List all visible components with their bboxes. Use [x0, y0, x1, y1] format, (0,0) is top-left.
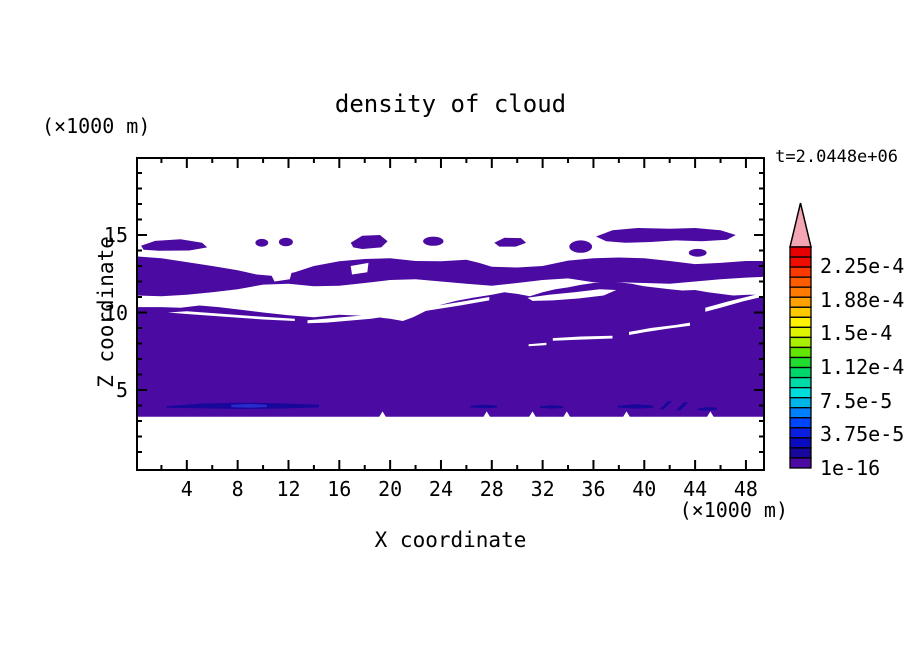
colorbar-label: 1.88e-4: [820, 287, 904, 312]
field-shape-dense-core: [231, 403, 267, 408]
colorbar-segment: [789, 457, 812, 469]
field-shape-streak-3: [527, 289, 617, 301]
colorbar-segment: [789, 316, 812, 329]
field-shape-streak-1: [167, 311, 295, 321]
field-shape-top-blob-1: [141, 239, 208, 251]
colorbar: [789, 202, 812, 469]
x-tick-label: 28: [479, 477, 504, 501]
x-tick-label: 36: [581, 477, 606, 501]
z-tick-label: 10: [103, 300, 128, 325]
x-tick-label: 32: [530, 477, 555, 501]
field-shape-notch-2: [483, 411, 491, 418]
field-shape-notch-6: [706, 411, 714, 418]
colorbar-segment: [789, 356, 812, 369]
colorbar-segment: [789, 256, 812, 268]
field-shape-notch-4: [563, 411, 571, 418]
field-shape-dense-streak-5: [697, 407, 717, 411]
z-tick-label: 15: [103, 223, 128, 247]
field-shape-upper-band: [136, 256, 765, 297]
field-shape-top-blob-9: [688, 248, 707, 257]
field-shape-dense-streak-2: [470, 404, 497, 409]
field-shape-band-gap-1: [270, 269, 293, 282]
x-tick-label: 12: [276, 477, 301, 501]
colorbar-segment: [789, 336, 812, 349]
field-shape-dot-1: [306, 268, 312, 273]
field-shape-notch-1: [379, 411, 387, 418]
field-shape-main-mass: [136, 281, 765, 417]
x-tick-label: 44: [683, 477, 708, 501]
colorbar-segment: [789, 246, 812, 258]
contour-field: [136, 157, 765, 471]
field-shape-notch-5: [622, 411, 631, 418]
field-shape-top-blob-2: [255, 238, 269, 247]
colorbar-label: 3.75e-5: [820, 422, 904, 447]
field-shape-top-blob-7: [569, 240, 593, 253]
colorbar-segment: [789, 427, 812, 439]
colorbar-label: 7.5e-5: [820, 388, 893, 413]
colorbar-segment: [789, 286, 812, 298]
colorbar-segment: [789, 407, 812, 419]
colorbar-segment: [789, 296, 812, 308]
field-shape-top-blob-6: [494, 237, 527, 247]
colorbar-label: 1e-16: [820, 456, 881, 480]
x-axis-label: X coordinate: [374, 528, 527, 552]
x-tick-label: 40: [632, 477, 657, 501]
field-shape-dense-slash-2: [676, 402, 689, 411]
field-shape-streak-4: [629, 322, 690, 335]
x-tick-label: 20: [378, 477, 403, 501]
x-axis-unit-label: (×1000 m): [679, 498, 788, 522]
colorbar-segment: [789, 306, 812, 318]
field-shape-top-blob-4: [350, 235, 388, 249]
colorbar-segment: [789, 417, 812, 429]
field-shape-dense-slash-1: [659, 400, 673, 410]
colorbar-segment: [789, 376, 812, 389]
field-shape-band-gap-2: [350, 262, 369, 275]
z-tick-label: 5: [115, 378, 128, 402]
field-shape-top-blob-5: [423, 236, 444, 246]
field-shape-streak-5a: [552, 335, 613, 341]
colorbar-label: 1.5e-4: [820, 321, 893, 346]
field-shape-top-blob-3: [278, 237, 293, 247]
field-shape-dense-streak-4: [617, 404, 654, 409]
colorbar-label: 1.12e-4: [820, 355, 904, 379]
field-shape-dot-2: [321, 268, 330, 275]
plot-area: [136, 157, 765, 471]
field-shape-streak-6: [705, 292, 765, 312]
field-shape-dense-streak-3: [540, 405, 563, 409]
x-tick-label: 48: [733, 477, 758, 501]
x-tick-label: 16: [327, 477, 352, 501]
colorbar-segment: [789, 386, 812, 399]
colorbar-segment: [789, 346, 812, 359]
x-tick-label: 4: [180, 477, 193, 501]
colorbar-label: 2.25e-4: [820, 254, 904, 278]
field-shape-streak-5b: [528, 342, 547, 347]
colorbar-overflow-arrow: [789, 202, 812, 248]
colorbar-segment: [789, 397, 812, 409]
colorbar-segment: [789, 366, 812, 379]
colorbar-segment: [789, 266, 812, 278]
field-shape-top-blob-8: [596, 228, 736, 243]
x-tick-label: 8: [231, 477, 244, 501]
plot-border: [136, 157, 765, 471]
time-annotation: t=2.0448e+06: [775, 147, 898, 167]
colorbar-segment: [789, 326, 812, 339]
colorbar-segment: [789, 276, 812, 288]
field-shape-streak-2: [307, 297, 490, 324]
x-tick-label: 24: [428, 477, 454, 501]
plot-title: density of cloud: [334, 90, 567, 118]
field-shape-notch-3: [528, 411, 536, 418]
z-axis-unit-label: (×1000 m): [42, 114, 151, 138]
field-shape-dot-3: [334, 271, 342, 277]
colorbar-segment: [789, 437, 812, 449]
colorbar-segment: [789, 447, 812, 459]
